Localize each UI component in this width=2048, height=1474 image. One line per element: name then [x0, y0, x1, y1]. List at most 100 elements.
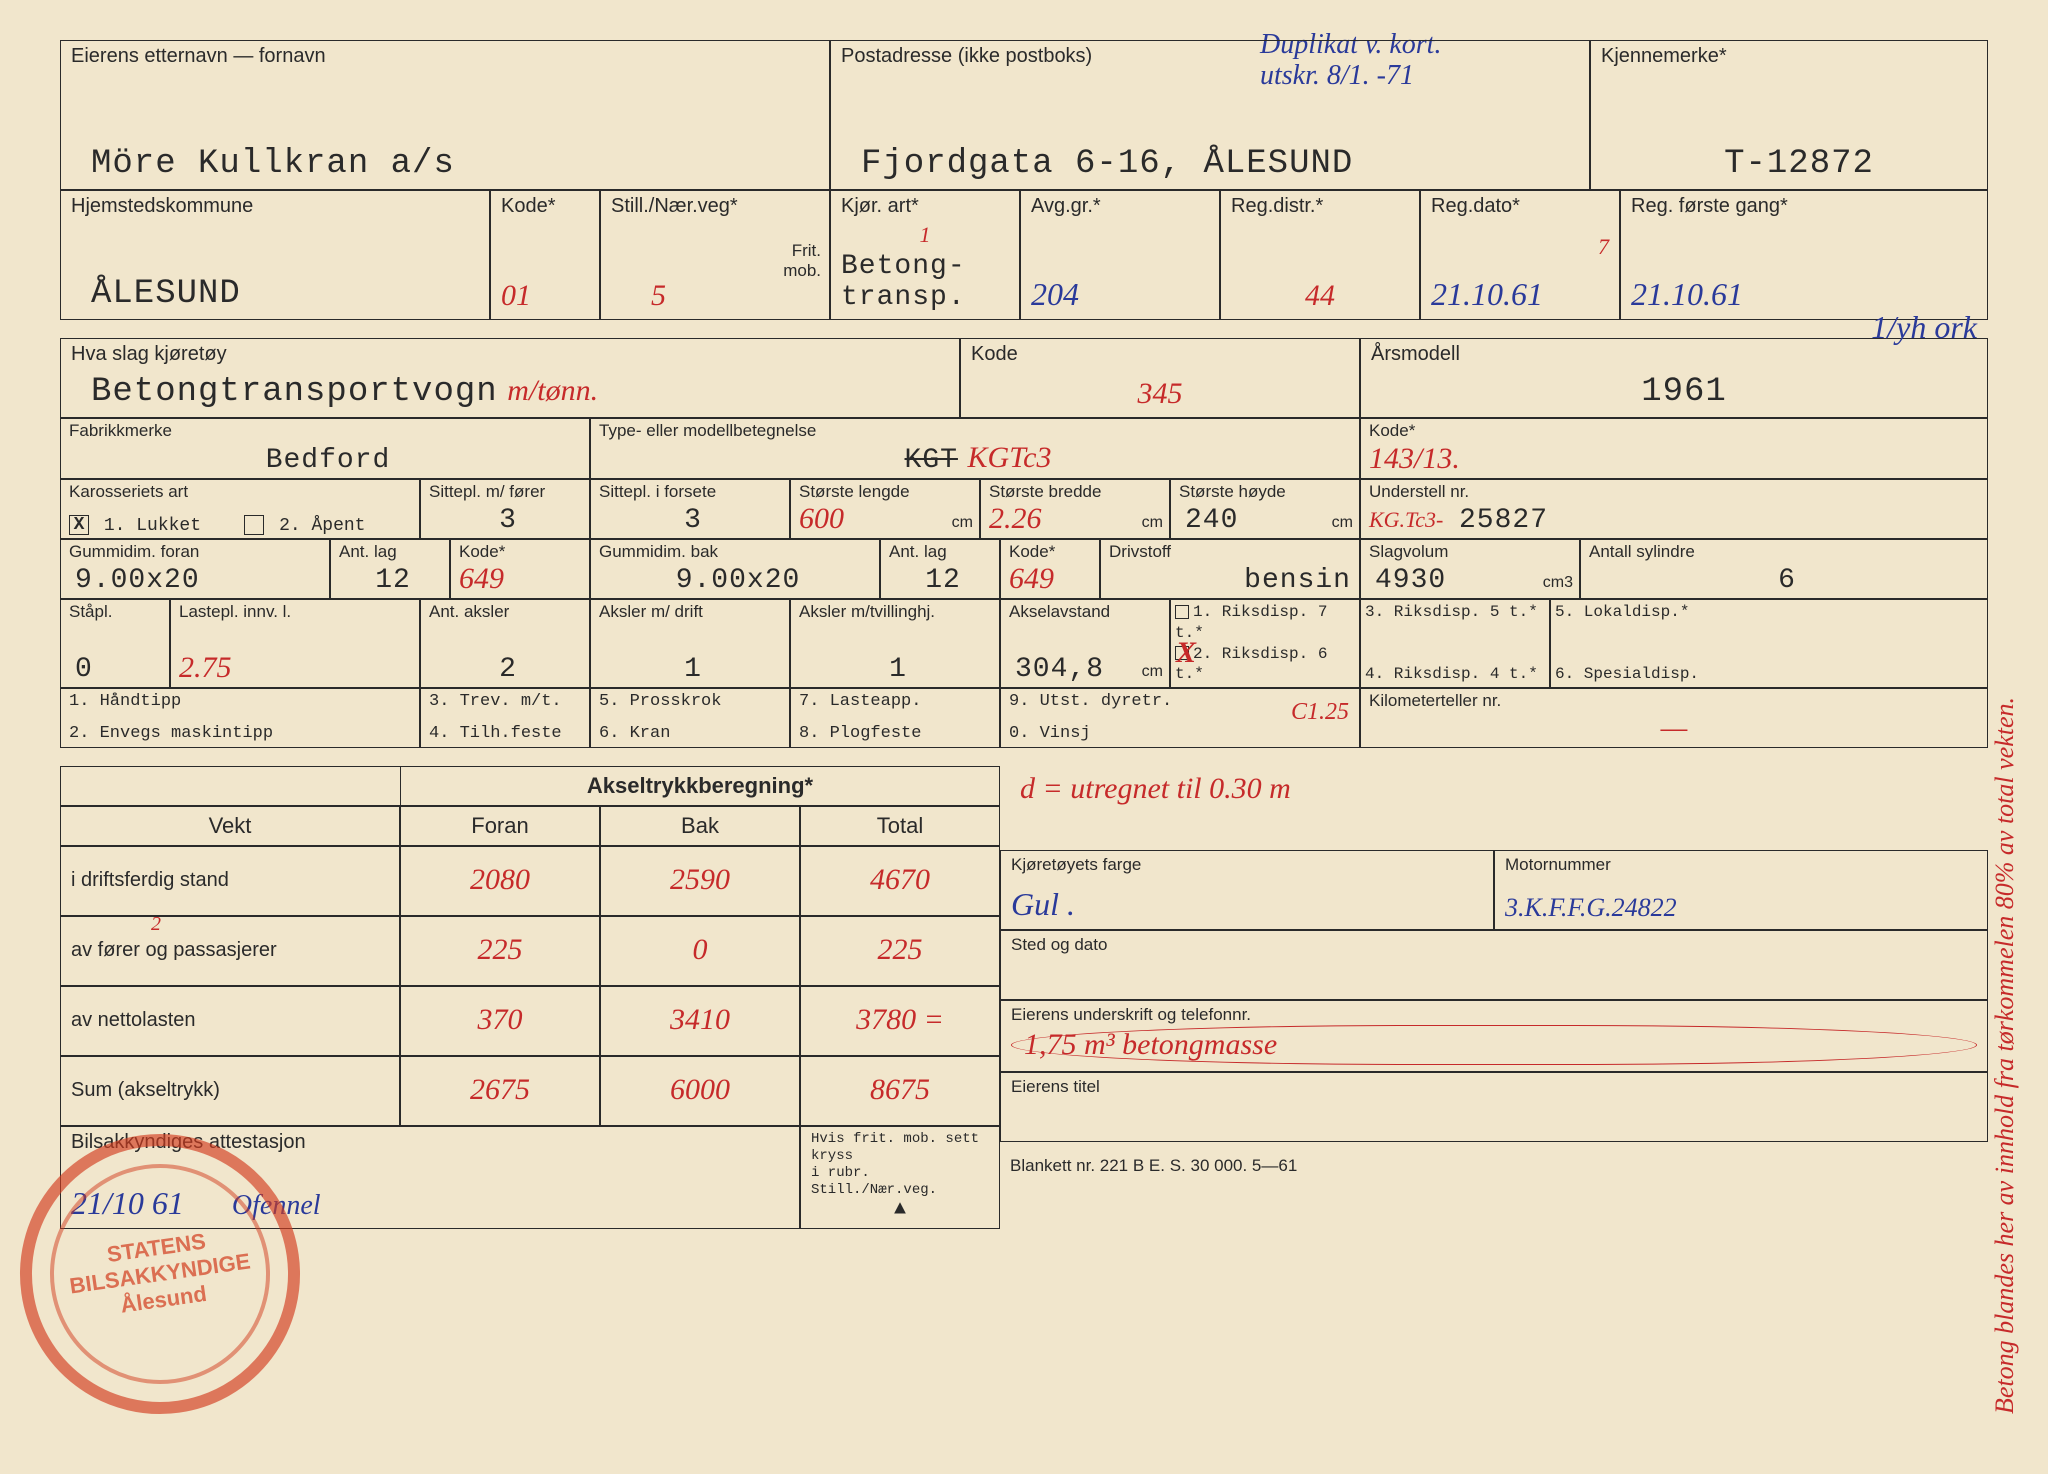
riks-checked: X [1175, 646, 1189, 660]
net-annot: 1,75 m³ betongmasse [1011, 1025, 1977, 1065]
vehkode-label: Kode [971, 343, 1349, 366]
bredde-unit: cm [1142, 514, 1163, 532]
al3-total: 8675 [811, 1073, 989, 1107]
gbakkode-label: Kode* [1009, 542, 1091, 562]
hoyde-value: 240 [1179, 505, 1351, 536]
al3-foran: 2675 [411, 1073, 589, 1107]
modelkode-value: 143/13. [1369, 442, 1979, 476]
stapl-label: Ståpl. [69, 602, 161, 622]
kjorart-hand: 1 [841, 222, 1009, 248]
axleload-title: Akseltrykkberegning* [400, 766, 1000, 806]
kode-value: 01 [501, 279, 589, 313]
regdato-value: 21.10.61 [1431, 276, 1609, 313]
address-label: Postadresse (ikke postboks) [841, 45, 1579, 68]
understell-value: 25827 [1453, 505, 1548, 536]
hjemsted-label: Hjemstedskommune [71, 195, 479, 218]
vehtype-label: Hva slag kjøretøy [71, 343, 949, 366]
riks4: 4. Riksdisp. 4 t.* [1365, 664, 1545, 685]
avstand-unit: cm [1142, 663, 1163, 681]
al2-foran: 370 [411, 1003, 589, 1037]
regmark-value: T-12872 [1601, 145, 1977, 183]
lengde-label: Største lengde [799, 482, 971, 502]
eq8: 8. Plogfeste [799, 723, 991, 745]
regmark-label: Kjennemerke* [1601, 45, 1977, 68]
eq4: 4. Tilh.feste [429, 723, 581, 745]
drift-value: 1 [599, 654, 781, 685]
understell-pre: KG.Tc3- [1369, 507, 1443, 532]
arsmodell-annot: 1/yh ork [1871, 309, 1977, 346]
model-label: Type- eller modellbetegnelse [599, 421, 1351, 441]
col-foran: Foran [400, 806, 600, 846]
regdistr-value: 44 [1231, 279, 1409, 313]
attest-label: Bilsakkyndiges attestasjon [71, 1131, 789, 1154]
gforan-label: Gummidim. foran [69, 542, 321, 562]
vehtype-annot: m/tønn. [507, 374, 598, 407]
al1-bak: 0 [611, 933, 789, 967]
sitteplforer-label: Sittepl. m/ fører [429, 482, 581, 502]
attest-sign: Ofennel [232, 1190, 321, 1221]
arsmodell-value: 1961 [1371, 373, 1977, 411]
lengde-value: 600 [799, 502, 971, 536]
karosseri-label: Karosseriets art [69, 482, 411, 502]
arsmodell-label: Årsmodell [1371, 343, 1977, 366]
row-owner: Eierens etternavn — fornavn Möre Kullkra… [60, 40, 1988, 190]
axleload-header: Vekt Foran Bak Total [60, 806, 1000, 846]
al2-total: 3780 = [811, 1003, 989, 1037]
attest-date: 21/10 61 [71, 1185, 184, 1221]
row-body: Karosseriets art X 1. Lukket 2. Åpent Si… [60, 479, 1988, 539]
gforanlag-label: Ant. lag [339, 542, 441, 562]
fabrikk-value: Bedford [69, 445, 581, 476]
kode-label: Kode* [501, 195, 589, 218]
still-sub: Frit. mob. [783, 241, 821, 281]
farge-value: Gul . [1011, 886, 1483, 923]
al0-label: i driftsferdig stand [71, 869, 389, 892]
gbaklag-value: 12 [889, 565, 991, 596]
al0-foran: 2080 [411, 863, 589, 897]
riks5: 5. Lokaldisp.* [1555, 602, 1983, 623]
sitteplforsete-value: 3 [599, 505, 781, 536]
drivstoff-value: bensin [1109, 565, 1351, 596]
antaksler-value: 2 [429, 654, 581, 685]
kjorart-label: Kjør. art* [841, 195, 1009, 218]
km-label: Kilometerteller nr. [1369, 691, 1979, 711]
riks3: 3. Riksdisp. 5 t.* [1365, 602, 1545, 623]
lengde-unit: cm [952, 514, 973, 532]
avstand-value: 304,8 [1009, 654, 1161, 685]
al2-label: av nettolasten [71, 1009, 389, 1032]
tvilling-label: Aksler m/tvillinghj. [799, 602, 991, 622]
al1-foran: 225 [411, 933, 589, 967]
hoyde-unit: cm [1332, 514, 1353, 532]
al2-bak: 3410 [611, 1003, 789, 1037]
eq7: 7. Lasteapp. [799, 691, 991, 713]
still-label: Still./Nær.veg* [611, 195, 819, 218]
axleload-row-2: av nettolasten 370 3410 3780 = [60, 986, 1000, 1056]
slagvolum-value: 4930 [1369, 565, 1571, 596]
model-struck: KGT [899, 445, 958, 476]
kjorart-value: Betong- transp. [841, 251, 1009, 313]
drivstoff-label: Drivstoff [1109, 542, 1351, 562]
bredde-value: 2.26 [989, 502, 1161, 536]
gforankode-value: 649 [459, 562, 581, 596]
motor-value: 3.K.F.F.G.24822 [1505, 893, 1977, 923]
avggr-value: 204 [1031, 276, 1209, 313]
sted-label: Sted og dato [1011, 935, 1977, 955]
modelkode-label: Kode* [1369, 421, 1979, 441]
eq2: 2. Envegs maskintipp [69, 723, 411, 745]
axleload-row-1: 2 av fører og passasjerer 225 0 225 [60, 916, 1000, 986]
fabrikk-label: Fabrikkmerke [69, 421, 581, 441]
row-axleload-section: Akseltrykkberegning* Vekt Foran Bak Tota… [60, 766, 1988, 1229]
gbak-label: Gummidim. bak [599, 542, 871, 562]
row-registration: Hjemstedskommune ÅLESUND Kode* 01 Still.… [60, 190, 1988, 320]
eq6: 6. Kran [599, 723, 781, 745]
al0-total: 4670 [811, 863, 989, 897]
model-value: KGTc3 [968, 441, 1052, 474]
drift-label: Aksler m/ drift [599, 602, 781, 622]
bredde-label: Største bredde [989, 482, 1161, 502]
gbakkode-value: 649 [1009, 562, 1091, 596]
al1-sup: 2 [151, 913, 161, 936]
slagvolum-unit: cm3 [1543, 574, 1573, 592]
lastepl-value: 2.75 [179, 651, 411, 685]
stapl-value: 0 [69, 654, 161, 685]
sitteplforer-value: 3 [429, 505, 581, 536]
eq-annot: C1.25 [1291, 697, 1349, 728]
